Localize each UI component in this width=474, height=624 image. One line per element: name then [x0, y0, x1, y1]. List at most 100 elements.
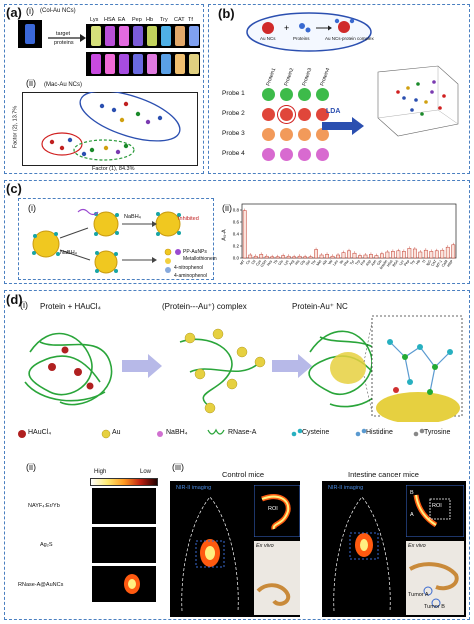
- nir-strip-1: [92, 488, 156, 524]
- lda-3d-point: [420, 112, 424, 116]
- protein-label: Pep: [132, 17, 142, 23]
- probe-dot: [280, 148, 293, 161]
- protein-label: CAT: [174, 17, 185, 23]
- scatter-point: [111, 107, 117, 113]
- aunp-bottom: [94, 250, 118, 274]
- probe-label: Probe 3: [222, 130, 245, 137]
- reference-vial: [25, 24, 35, 44]
- tumor-a-label: Tumor A: [408, 592, 429, 598]
- scatter-point: [81, 151, 87, 157]
- vial-top: [119, 26, 129, 46]
- scatter-point: [157, 115, 163, 121]
- cancer-intestine: [409, 562, 459, 608]
- bar: [385, 251, 390, 259]
- x-tick-label: HRP: [446, 259, 454, 268]
- probe-dot: [262, 88, 275, 101]
- x-tick-label: Hb: [415, 259, 421, 265]
- x-tick-label: Val: [327, 259, 333, 265]
- vial-top: [91, 26, 101, 46]
- probe-dot: [262, 108, 275, 121]
- x-tick-label: Phe: [343, 259, 350, 267]
- nir-strip-2: [92, 527, 156, 563]
- y-tick-label: 0.8: [233, 208, 240, 213]
- nabh4-label-top: NaBH₄: [124, 214, 141, 220]
- x-tick-label: Tb: [273, 259, 279, 265]
- panel-a-sub-i: (i): [26, 6, 34, 16]
- x-tick-label: Glu: [277, 259, 283, 266]
- step3-label: Protein-Au⁺ NC: [292, 302, 348, 311]
- x-tick-label: MT-1: [435, 259, 443, 268]
- inhibited-label: Inhibited: [178, 216, 199, 222]
- lda-3d-point: [414, 98, 418, 102]
- bar: [391, 251, 395, 259]
- material-label-2: Ag₂S: [40, 542, 53, 548]
- probe-dot: [280, 88, 293, 101]
- cancer-exvivo-image: [406, 541, 464, 615]
- probe-label: Probe 4: [222, 150, 245, 157]
- lda-3d-plot: [377, 65, 459, 137]
- vial-bottom: [119, 54, 129, 74]
- legend-tyrosine: Tyrosine: [424, 429, 451, 436]
- scatter-point: [103, 145, 109, 151]
- bar: [352, 252, 357, 259]
- panel-d-sub-i: (i): [20, 300, 28, 310]
- probe-dot: [316, 148, 329, 161]
- synthesis-diagram: [24, 315, 463, 422]
- colorbar-low: Low: [140, 469, 152, 475]
- legend-histidine: Histidine: [366, 429, 393, 436]
- cancer-mice-title: Intestine cancer mice: [348, 470, 419, 479]
- x-tick-label: HSA: [386, 259, 394, 268]
- vial-bottom: [175, 54, 185, 74]
- protein-label: HSA: [104, 17, 116, 23]
- nc-label: (Col-Au NCs): [40, 8, 76, 14]
- cancer-roi-label: ROI: [432, 503, 442, 509]
- control-mouse-glow: [181, 496, 239, 612]
- panel-b: [208, 4, 470, 174]
- scatter-point: [145, 119, 151, 125]
- protein-label: Lys: [90, 17, 99, 23]
- panel-c-sub-ii: (ii): [222, 203, 232, 213]
- scatter-point: [67, 137, 73, 143]
- colorbar-high: High: [94, 469, 107, 475]
- lda-3d-point: [416, 82, 420, 86]
- panel-a: [4, 4, 204, 174]
- probe-dot: [262, 148, 275, 161]
- lda-3d-point: [406, 86, 410, 90]
- control-exvivo-label: Ex vivo: [256, 543, 274, 549]
- bar: [369, 254, 373, 259]
- legend-nabh4: NaBH₄: [166, 429, 188, 436]
- vial-top: [133, 26, 143, 46]
- probe-dot: [262, 128, 275, 141]
- cluster-ellipse-green: [73, 139, 135, 161]
- step2-label: (Protein---Au⁺) complex: [162, 302, 247, 311]
- bubble-text-complex: Au NCs-protein complex: [325, 36, 374, 41]
- x-tick-label: Gly: [300, 259, 306, 266]
- x-tick-label: Tf: [422, 259, 427, 264]
- bar: [401, 251, 406, 259]
- material-label-3: RNase-A@AuNCs: [18, 582, 64, 588]
- x-tick-label: His: [294, 259, 300, 266]
- vial-bottom: [105, 54, 115, 74]
- scatter-point: [123, 101, 129, 107]
- target-arrow: [48, 34, 86, 42]
- probe-dot: [316, 108, 329, 121]
- panel-d-sub-ii: (ii): [26, 462, 36, 472]
- mechanism-diagram: [32, 208, 181, 274]
- vial-top: [175, 26, 185, 46]
- lda-3d-point: [424, 100, 428, 104]
- vial-top: [105, 26, 115, 46]
- panel-a-label: (a): [6, 5, 22, 20]
- vial-top: [147, 26, 157, 46]
- bar: [429, 251, 434, 259]
- vial-bottom: [133, 54, 143, 74]
- probe-dot: [316, 88, 329, 101]
- legend-au: Au: [112, 429, 121, 436]
- x-tick-label: Ala: [322, 259, 328, 266]
- vial-bottom: [91, 54, 101, 74]
- bar: [336, 254, 340, 259]
- y-tick-label: 0.6: [233, 220, 240, 225]
- vial-top: [189, 26, 199, 46]
- bar: [325, 254, 329, 259]
- probe-dot: [298, 128, 311, 141]
